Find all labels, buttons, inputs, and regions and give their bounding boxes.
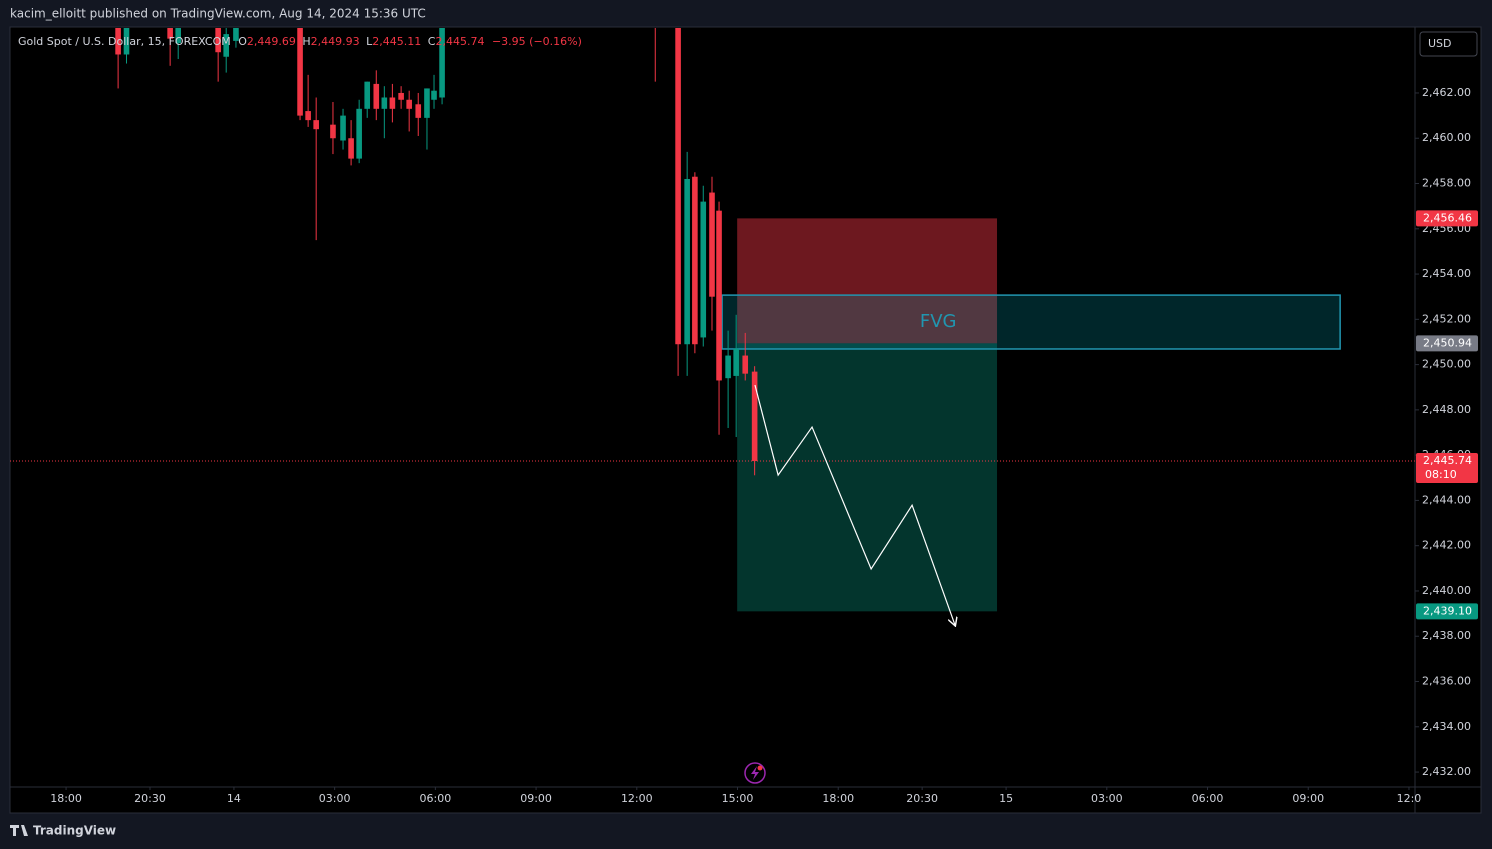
y-tick-label: 2,442.00 [1422,539,1471,552]
candle-body [389,97,396,109]
candle-body [692,176,698,345]
x-tick-label: 15:00 [722,792,754,805]
candle-body [424,88,430,118]
legend: Gold Spot / U.S. Dollar, 15, FOREXCOM O2… [18,35,582,48]
zone [721,294,1341,350]
ohlc-value: 2,449.93 [311,35,360,48]
candle-body [406,99,412,109]
projection-path [754,384,955,625]
x-tick-label: 20:30 [906,792,938,805]
x-tick-label: 15 [999,792,1013,805]
candle-body [223,34,230,57]
zone [737,343,998,612]
candle-body [313,120,319,130]
candle-body [115,28,121,55]
candle-body [700,201,707,338]
chart-frame [9,26,1482,814]
candle-body [716,210,722,381]
ohlc-key: O [238,35,247,48]
candle-body [415,104,422,118]
x-tick-label: 03:00 [1091,792,1123,805]
x-tick-label: 06:00 [1192,792,1224,805]
x-tick-label: 18:00 [822,792,854,805]
zone [737,218,998,344]
candle-body [381,97,388,109]
candle-body [364,81,371,109]
y-tick-label: 2,452.00 [1422,312,1471,325]
candle-body [733,348,739,376]
currency-button[interactable] [1419,31,1478,57]
price-label: 2,450.94 [1423,336,1472,349]
ohlc-value: 2,445.74 [435,35,484,48]
y-tick-label: 2,454.00 [1422,267,1471,280]
y-tick-label: 2,460.00 [1422,131,1471,144]
candle-body [340,115,346,141]
x-tick-label: 09:00 [1292,792,1324,805]
y-tick-label: 2,434.00 [1422,720,1471,733]
ohlc-key: H [302,35,310,48]
candle-body [233,28,239,41]
x-tick-label: 14 [227,792,241,805]
candle-body [431,90,437,100]
price-label-box [1416,453,1478,484]
candle-body [709,192,715,297]
y-tick-label: 2,450.00 [1422,358,1471,371]
alert-bolt [751,766,759,780]
candle-body [373,83,380,109]
y-tick-label: 2,436.00 [1422,675,1471,688]
x-tick-label: 18:00 [50,792,82,805]
y-tick-label: 2,438.00 [1422,629,1471,642]
y-tick-label: 2,462.00 [1422,86,1471,99]
x-tick-label: 06:00 [420,792,452,805]
price-label-box [1416,335,1478,352]
candle-body [305,111,311,121]
alert-dot [757,765,763,771]
price-label: 2,445.74 [1423,454,1472,467]
candle-body [742,355,749,374]
published-note: kacim_elloitt published on TradingView.c… [10,7,426,21]
y-tick-label: 2,448.00 [1422,403,1471,416]
candle-body [725,355,731,379]
candle-body [330,124,336,139]
y-tick-label: 2,444.00 [1422,493,1471,506]
brand-logo [10,825,28,836]
candle-body [167,28,173,39]
candle-body [348,138,354,159]
ohlc-key: L [366,35,373,48]
x-tick-label: 20:30 [134,792,166,805]
candle-body [175,28,181,44]
price-label-box [1416,210,1478,227]
change: −3.95 (−0.16%) [492,35,582,48]
ohlc-value: 2,449.69 [247,35,296,48]
price-label: 2,439.10 [1423,604,1472,617]
candle-body [356,108,362,159]
price-label-box [1416,603,1478,620]
candle-body [684,178,690,345]
candle-body [751,371,758,462]
y-tick-label: 2,440.00 [1422,584,1471,597]
currency-label[interactable]: USD [1428,37,1452,50]
x-tick-label: 12:00 [621,792,653,805]
zone-label: FVG [920,311,957,332]
alert-icon[interactable] [744,762,766,784]
x-tick-label: 12:0 [1397,792,1422,805]
candle-body [297,28,303,116]
candle-body [215,28,221,53]
symbol: Gold Spot / U.S. Dollar, 15, FOREXCOM [18,35,231,48]
candle-body [398,92,404,100]
price-label: 2,456.46 [1423,211,1472,224]
price-countdown: 08:10 [1425,468,1457,481]
plot-area: FVG [10,28,1415,625]
ohlc-value: 2,445.11 [372,35,421,48]
candle-body [439,28,445,98]
brand-name: TradingView [33,824,116,838]
x-tick-label: 03:00 [319,792,351,805]
y-tick-label: 2,458.00 [1422,177,1471,190]
candle-body [675,28,681,345]
y-tick-label: 2,432.00 [1422,765,1471,778]
ohlc-key: C [428,35,436,48]
x-tick-label: 09:00 [520,792,552,805]
candle-body [123,28,130,55]
